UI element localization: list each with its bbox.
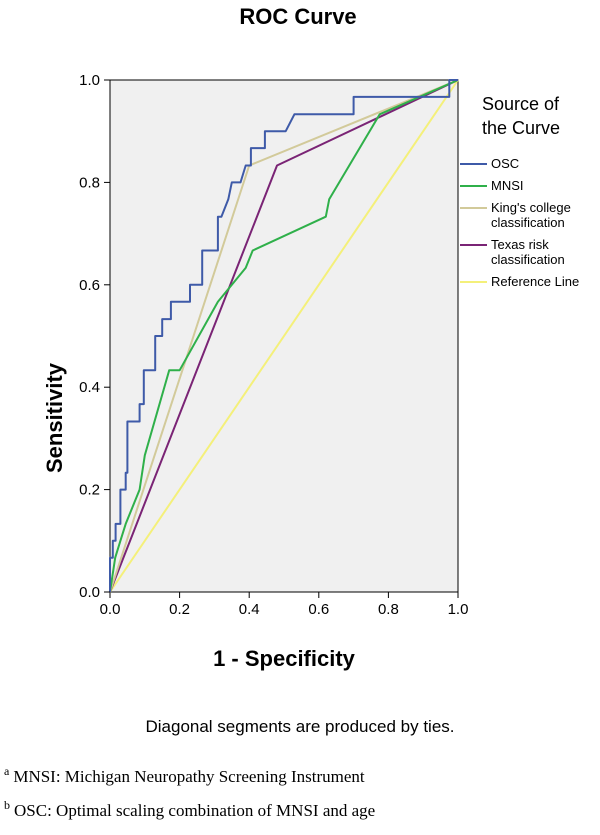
footnote-text: OSC: Optimal scaling combination of MNSI… xyxy=(14,801,376,820)
legend-label: classification xyxy=(491,215,565,230)
x-tick-label: 0.2 xyxy=(169,601,190,618)
legend-label: OSC xyxy=(491,156,519,171)
footnote-marker: a xyxy=(4,764,10,779)
x-tick-label: 0.8 xyxy=(378,601,399,618)
x-axis-label: 1 - Specificity xyxy=(213,646,356,671)
y-tick-label: 0.6 xyxy=(79,277,100,294)
legend-label: King's college xyxy=(491,200,571,215)
footnote-text: MNSI: Michigan Neuropathy Screening Inst… xyxy=(13,767,365,786)
ties-note: Diagonal segments are produced by ties. xyxy=(145,717,454,736)
x-tick-label: 0.0 xyxy=(100,601,121,618)
y-tick-label: 0.2 xyxy=(79,482,100,499)
series-line-osc xyxy=(109,79,458,592)
legend-title: Source of xyxy=(482,94,560,114)
x-tick-label: 0.4 xyxy=(239,601,260,618)
axes-layer: 0.0 0.2 0.4 0.6 0.8 1.0 0.0 0.2 0.4 0.6 0.8 1.0 xyxy=(79,72,468,618)
legend-label: Reference Line xyxy=(491,274,579,289)
roc-chart: ROC Curve 0.0 0.2 0.4 0.6 0.8 1.0 0.0 0.2 0.4 0.6… xyxy=(42,4,579,736)
footnotes: a MNSI: Michigan Neuropathy Screening Ins… xyxy=(4,764,594,834)
series-line-mnsi xyxy=(109,79,459,593)
x-tick-label: 1.0 xyxy=(448,601,469,618)
legend-title: the Curve xyxy=(482,118,560,138)
y-tick-label: 0.8 xyxy=(79,174,100,191)
legend-label: MNSI xyxy=(491,178,524,193)
y-tick-label: 1.0 xyxy=(79,72,100,89)
footnote-mnsi: a MNSI: Michigan Neuropathy Screening Ins… xyxy=(4,764,594,800)
chart-title: ROC Curve xyxy=(239,4,356,29)
series-line-texas-risk-classification xyxy=(109,79,459,593)
series-line-reference-line xyxy=(109,79,459,593)
legend-label: classification xyxy=(491,252,565,267)
x-tick-label: 0.6 xyxy=(308,601,329,618)
y-tick-label: 0.0 xyxy=(79,584,100,601)
y-axis-label: Sensitivity xyxy=(42,362,67,473)
series-layer xyxy=(109,79,459,593)
footnote-osc: b OSC: Optimal scaling combination of MNS… xyxy=(4,798,594,834)
legend-label: Texas risk xyxy=(491,237,549,252)
footnote-marker: b xyxy=(4,798,10,813)
y-tick-label: 0.4 xyxy=(79,379,100,396)
